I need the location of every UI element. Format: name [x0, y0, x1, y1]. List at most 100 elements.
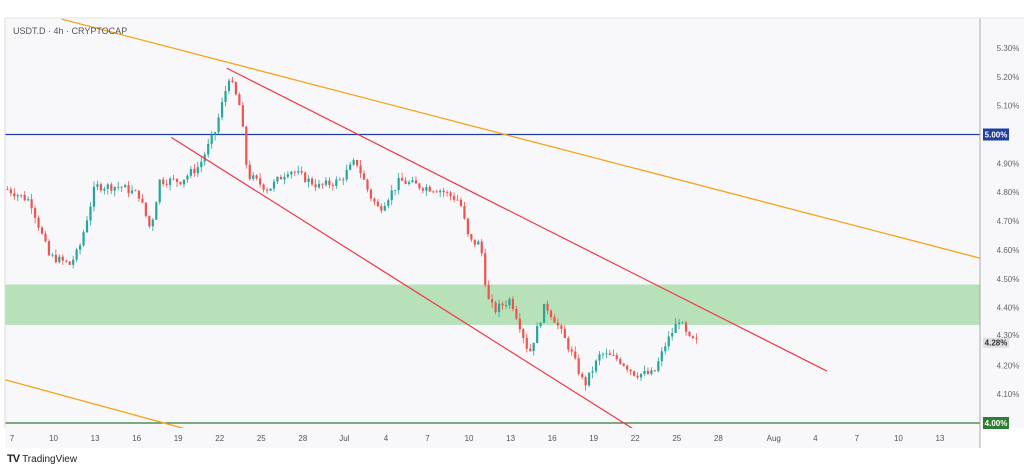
plot-background [5, 18, 980, 428]
candle-body [169, 178, 172, 185]
candle-body [214, 132, 217, 135]
candle-body [259, 178, 262, 185]
candle-body [532, 342, 535, 352]
candle-body [30, 199, 33, 209]
candle-body [376, 201, 379, 207]
candle-body [324, 180, 328, 185]
candle-body [383, 205, 386, 211]
x-tick-label: 19 [174, 434, 183, 443]
candle-body [401, 177, 404, 181]
candle-body [342, 179, 345, 181]
candle-body [373, 198, 376, 202]
candle-body [615, 355, 618, 360]
tradingview-brand[interactable]: TV TradingView [7, 453, 77, 465]
candle-body [61, 256, 64, 261]
candle-body [518, 318, 521, 330]
candle-body [124, 185, 127, 188]
candle-body [276, 176, 279, 182]
candle-body [196, 167, 199, 174]
candle-body [574, 351, 577, 359]
candle-body [456, 199, 459, 201]
candle-body [584, 377, 587, 386]
candle-body [650, 370, 653, 374]
candle-body [75, 249, 78, 260]
candle-body [113, 186, 116, 191]
candle-body [428, 187, 431, 192]
candle-body [252, 175, 255, 179]
candle-body [653, 370, 656, 372]
candle-body [141, 198, 144, 203]
candle-body [691, 336, 695, 339]
candle-body [328, 180, 331, 185]
candle-body [643, 371, 646, 374]
candle-body [480, 241, 483, 254]
x-tick-label: 10 [894, 434, 903, 443]
x-tick-label: 7 [855, 434, 860, 443]
candle-body [567, 338, 570, 350]
candle-body [130, 190, 134, 194]
candle-body [594, 360, 598, 372]
candle-body [598, 354, 601, 361]
candle-body [227, 80, 231, 91]
candle-body [591, 371, 594, 373]
x-tick-label: Aug [767, 434, 781, 443]
candle-body [272, 181, 276, 189]
candle-body [466, 218, 469, 235]
candle-body [660, 351, 663, 362]
candle-body [207, 143, 210, 155]
candle-body [72, 259, 75, 265]
candle-body [560, 325, 563, 329]
candle-body [290, 171, 293, 175]
candle-body [407, 182, 411, 184]
candle-body [304, 172, 307, 183]
candle-body [148, 215, 151, 227]
candle-body [297, 171, 300, 173]
candle-body [688, 331, 691, 337]
candle-body [189, 169, 192, 176]
candle-body [421, 188, 424, 191]
candle-body [165, 184, 168, 185]
candle-body [89, 206, 92, 221]
last-price-label-bg [983, 337, 1009, 348]
x-tick-label: 4 [384, 434, 389, 443]
x-tick-label: 16 [548, 434, 557, 443]
plot-area [5, 18, 980, 428]
candle-body [681, 322, 684, 324]
candle-body [331, 184, 334, 186]
candle-body [127, 185, 130, 194]
candle-body [217, 117, 220, 133]
candle-body [40, 227, 44, 234]
candle-body [522, 329, 525, 338]
candle-body [286, 174, 289, 177]
candle-body [581, 373, 584, 378]
candle-body [92, 186, 96, 207]
channel-line [226, 67, 828, 372]
candle-body [667, 336, 670, 347]
candle-body [671, 333, 674, 337]
candle-body [317, 183, 321, 188]
x-tick-label: 13 [91, 434, 100, 443]
candle-body [9, 189, 12, 194]
candle-body [200, 161, 203, 168]
candle-body [314, 184, 317, 188]
candle-body [542, 303, 546, 323]
x-tick-label: Jul [339, 434, 349, 443]
candle-body [85, 220, 89, 233]
x-tick-label: 25 [257, 434, 266, 443]
x-tick-label: 25 [672, 434, 681, 443]
candle-body [674, 323, 677, 334]
y-tick-label: 4.50% [997, 275, 1020, 284]
candle-body [601, 353, 605, 355]
candle-body [387, 200, 390, 206]
level-price-label: 5.00% [985, 131, 1008, 140]
candle-body [293, 171, 296, 173]
candle-body [664, 346, 667, 352]
candle-body [321, 183, 324, 185]
candle-body [425, 187, 428, 191]
candle-body [463, 205, 466, 219]
candle-body [587, 372, 591, 386]
candle-body [65, 260, 68, 262]
candle-body [355, 159, 359, 166]
candle-body [497, 303, 501, 313]
